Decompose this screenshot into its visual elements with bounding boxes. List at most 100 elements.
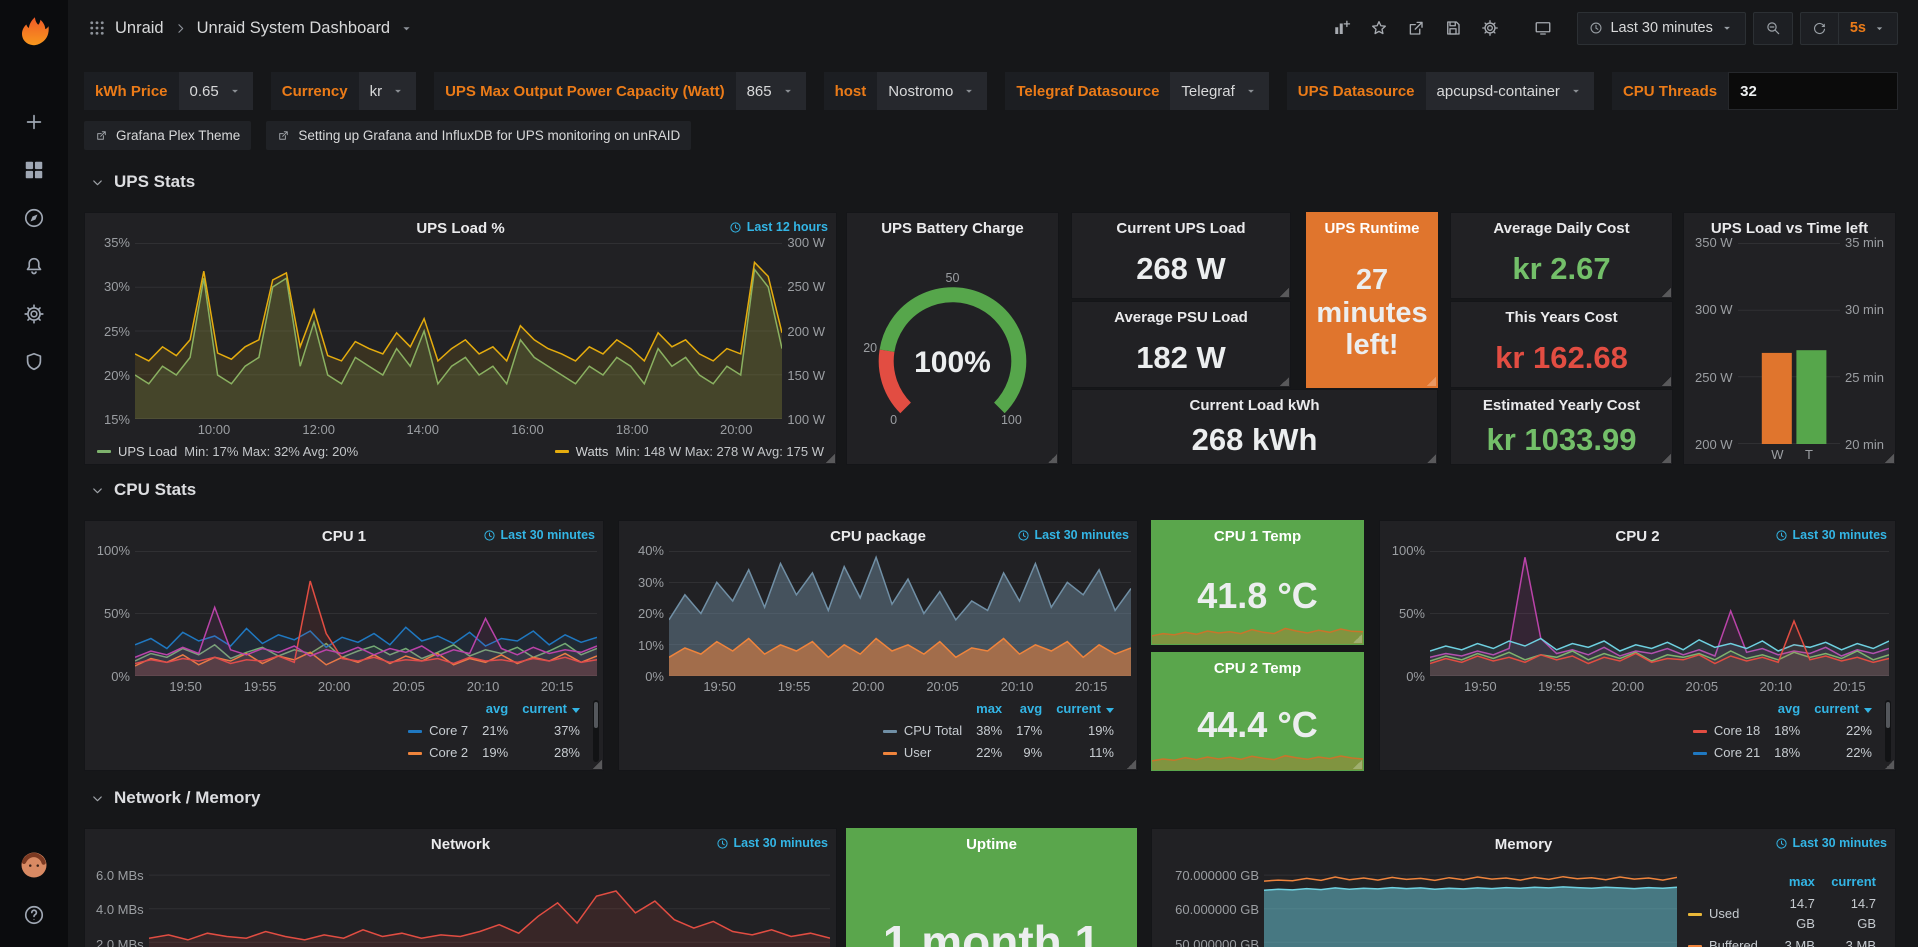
cycle-view-mode-button[interactable]: [1528, 13, 1558, 43]
legend-column-header[interactable]: avg: [1019, 701, 1043, 716]
caret-down-icon[interactable]: [399, 21, 414, 36]
legend-column-header[interactable]: avg: [1777, 701, 1801, 716]
panel-title[interactable]: Memory: [1494, 835, 1553, 853]
legend-column-header[interactable]: current: [515, 698, 587, 720]
panel-title[interactable]: UPS Battery Charge: [881, 219, 1024, 237]
panel-title[interactable]: Average Daily Cost: [1493, 219, 1630, 237]
legend-series-name[interactable]: CPU Total: [876, 720, 969, 742]
apps-grid-icon[interactable]: [88, 19, 106, 37]
legend-item[interactable]: Watts Min: 148 W Max: 278 W Avg: 175 W: [554, 444, 824, 459]
panel-time-override[interactable]: Last 30 minutes: [1775, 836, 1887, 850]
sidebar-item-configuration[interactable]: [0, 290, 68, 338]
save-dashboard-button[interactable]: [1438, 13, 1468, 43]
refresh-interval-picker[interactable]: 5s: [1838, 11, 1898, 45]
panel-title[interactable]: CPU 1 Temp: [1213, 527, 1302, 545]
variable-value-dropdown[interactable]: Telegraf: [1170, 72, 1269, 110]
network-chart[interactable]: [148, 859, 830, 947]
panel-title[interactable]: This Years Cost: [1505, 308, 1618, 326]
dashboard-link[interactable]: Grafana Plex Theme: [84, 121, 252, 150]
legend-series-name[interactable]: Core 18: [1686, 720, 1767, 742]
panel-resize-handle[interactable]: [1426, 453, 1436, 463]
cpu-1-chart[interactable]: [135, 551, 597, 676]
panel-time-override[interactable]: Last 30 minutes: [483, 528, 595, 542]
panel-title[interactable]: Estimated Yearly Cost: [1482, 396, 1641, 414]
ups-vs-time-chart[interactable]: [1737, 243, 1840, 444]
legend-scrollbar[interactable]: [593, 700, 599, 762]
legend-column-header[interactable]: current: [1049, 698, 1121, 720]
panel-resize-handle[interactable]: [592, 759, 602, 769]
panel-title[interactable]: CPU 2 Temp: [1213, 659, 1302, 677]
legend-series-name[interactable]: User: [876, 742, 969, 764]
add-panel-button[interactable]: [1327, 13, 1357, 43]
panel-time-override[interactable]: Last 30 minutes: [716, 836, 828, 850]
panel-title[interactable]: CPU package: [830, 527, 926, 545]
panel-title[interactable]: UPS Runtime: [1324, 219, 1420, 237]
cpu-package-chart[interactable]: [669, 551, 1131, 676]
row-header-ups-stats[interactable]: UPS Stats: [90, 172, 195, 192]
panel-resize-handle[interactable]: [1426, 376, 1436, 386]
panel-resize-handle[interactable]: [1279, 376, 1289, 386]
panel-resize-handle[interactable]: [1884, 759, 1894, 769]
sidebar-item-user-profile[interactable]: [0, 847, 68, 883]
legend-series-name[interactable]: Used: [1681, 893, 1765, 935]
variable-value-dropdown[interactable]: kr: [358, 72, 417, 110]
time-range-picker[interactable]: Last 30 minutes: [1577, 11, 1746, 45]
dashboard-link[interactable]: Setting up Grafana and InfluxDB for UPS …: [266, 121, 692, 150]
panel-title[interactable]: CPU 2: [1615, 527, 1660, 545]
cpu-2-chart[interactable]: [1430, 551, 1889, 676]
sidebar-item-alerting[interactable]: [0, 242, 68, 290]
panel-resize-handle[interactable]: [1126, 759, 1136, 769]
legend-series-name[interactable]: Core 7: [401, 720, 475, 742]
panel-title[interactable]: Current Load kWh: [1189, 396, 1320, 414]
variable-value-dropdown[interactable]: 865: [735, 72, 806, 110]
breadcrumb-app[interactable]: Unraid: [115, 18, 164, 37]
legend-column-header[interactable]: current: [1831, 874, 1876, 889]
share-dashboard-button[interactable]: [1401, 13, 1431, 43]
panel-resize-handle[interactable]: [1884, 453, 1894, 463]
dashboard-settings-button[interactable]: [1475, 13, 1505, 43]
legend-series-name[interactable]: Core 21: [1686, 742, 1767, 764]
grafana-logo[interactable]: [0, 0, 68, 64]
sidebar-item-dashboards[interactable]: [0, 146, 68, 194]
panel-time-override[interactable]: Last 30 minutes: [1017, 528, 1129, 542]
panel-title[interactable]: Network: [430, 835, 491, 853]
ups-load-chart[interactable]: [135, 243, 782, 419]
panel-title[interactable]: Current UPS Load: [1116, 219, 1246, 237]
panel-resize-handle[interactable]: [1661, 376, 1671, 386]
legend-column-header[interactable]: max: [976, 701, 1003, 716]
memory-chart[interactable]: [1264, 859, 1677, 947]
sidebar-item-create[interactable]: [0, 98, 68, 146]
variable-value-dropdown[interactable]: Nostromo: [877, 72, 988, 110]
legend-column-header[interactable]: current: [1807, 698, 1879, 720]
panel-time-override[interactable]: Last 12 hours: [729, 220, 828, 234]
panel-title[interactable]: UPS Load vs Time left: [1710, 219, 1869, 237]
sidebar-item-explore[interactable]: [0, 194, 68, 242]
legend-item[interactable]: UPS Load Min: 17% Max: 32% Avg: 20%: [97, 444, 358, 459]
legend-column-header[interactable]: max: [1788, 874, 1815, 889]
panel-resize-handle[interactable]: [1352, 633, 1362, 643]
row-header-network-memory[interactable]: Network / Memory: [90, 788, 260, 808]
panel-resize-handle[interactable]: [1661, 287, 1671, 297]
row-header-cpu-stats[interactable]: CPU Stats: [90, 480, 196, 500]
breadcrumb-dashboard-title[interactable]: Unraid System Dashboard: [196, 18, 391, 37]
panel-resize-handle[interactable]: [1352, 759, 1362, 769]
legend-scrollbar[interactable]: [1885, 700, 1891, 762]
sidebar-item-help[interactable]: [0, 897, 68, 933]
variable-value-dropdown[interactable]: apcupsd-container: [1425, 72, 1594, 110]
panel-resize-handle[interactable]: [825, 453, 835, 463]
panel-title[interactable]: UPS Load %: [416, 219, 505, 237]
panel-resize-handle[interactable]: [1279, 287, 1289, 297]
panel-resize-handle[interactable]: [1661, 453, 1671, 463]
legend-series-name[interactable]: Core 2: [401, 742, 475, 764]
panel-time-override[interactable]: Last 30 minutes: [1775, 528, 1887, 542]
variable-value-dropdown[interactable]: 0.65: [178, 72, 253, 110]
legend-series-name[interactable]: Buffered: [1681, 935, 1765, 947]
variable-input[interactable]: [1728, 72, 1899, 110]
panel-resize-handle[interactable]: [1047, 453, 1057, 463]
sidebar-item-server-admin[interactable]: [0, 338, 68, 386]
refresh-button[interactable]: [1799, 11, 1839, 45]
panel-title[interactable]: CPU 1: [321, 527, 367, 545]
zoom-out-button[interactable]: [1752, 11, 1793, 45]
mark-favorite-button[interactable]: [1364, 13, 1394, 43]
legend-column-header[interactable]: avg: [485, 701, 509, 716]
